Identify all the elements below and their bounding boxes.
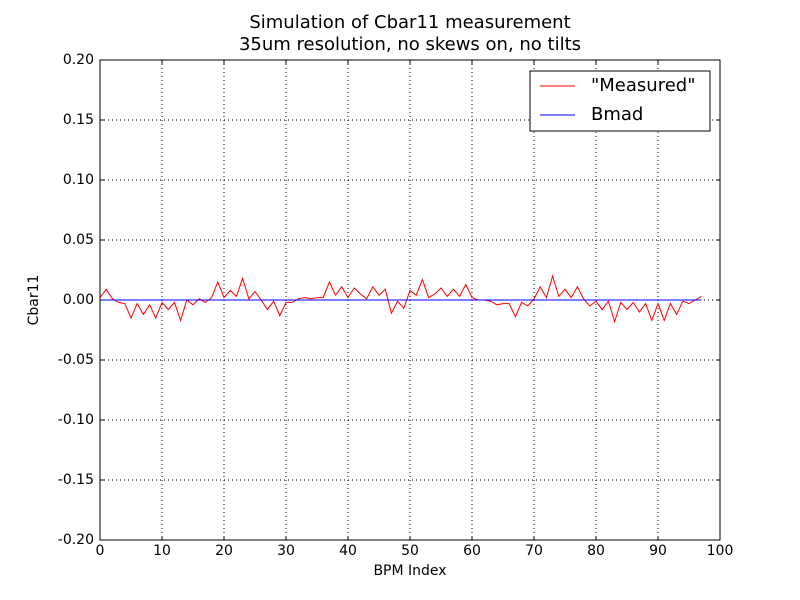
x-tick-label: 70 — [525, 543, 543, 559]
y-tick-label: 0.10 — [63, 172, 94, 188]
y-axis-label: Cbar11 — [26, 275, 42, 326]
x-tick-label: 80 — [587, 543, 605, 559]
data-line — [99, 274, 702, 324]
x-tick-label: 0 — [96, 543, 105, 559]
y-tick-label: 0.05 — [63, 232, 94, 248]
chart-subtitle: 35um resolution, no skews on, no tilts — [239, 34, 581, 55]
x-tick-label: 60 — [463, 543, 481, 559]
x-tick-label: 10 — [153, 543, 171, 559]
y-tick-label: -0.20 — [58, 532, 94, 548]
x-tick-label: 30 — [277, 543, 295, 559]
y-tick-label: 0.20 — [63, 52, 94, 68]
x-tick-label: 90 — [649, 543, 667, 559]
plot-frame — [99, 59, 721, 541]
x-tick-label: 20 — [215, 543, 233, 559]
y-tick-label: 0.00 — [63, 292, 94, 308]
legend-label: "Measured" — [591, 75, 695, 96]
x-tick-label: 50 — [401, 543, 419, 559]
chart-title: Simulation of Cbar11 measurement — [249, 12, 570, 33]
y-tick-label: -0.05 — [58, 352, 94, 368]
x-tick-label: 40 — [339, 543, 357, 559]
y-tick-label: 0.15 — [63, 112, 94, 128]
legend-box — [529, 70, 711, 132]
legend-label: Bmad — [591, 104, 643, 125]
y-tick-label: -0.10 — [58, 412, 94, 428]
y-tick-label: -0.15 — [58, 472, 94, 488]
x-axis-label: BPM Index — [373, 563, 446, 579]
x-tick-label: 100 — [707, 543, 734, 559]
